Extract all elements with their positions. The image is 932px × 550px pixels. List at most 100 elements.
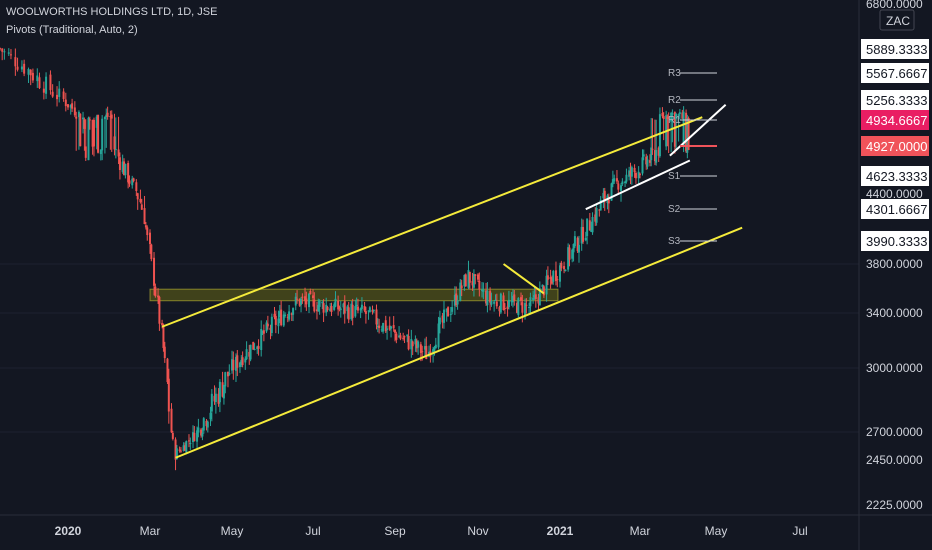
candle-body: [398, 335, 401, 338]
candle-body: [472, 274, 475, 288]
candle-body: [58, 88, 61, 97]
candle-body: [321, 302, 324, 304]
candle-body: [236, 355, 239, 368]
candle-body: [200, 429, 203, 436]
candle-body: [31, 72, 34, 81]
candle-body: [67, 104, 69, 108]
candle-body: [489, 290, 492, 303]
pivot-label: R3: [668, 68, 681, 79]
candle-body: [677, 114, 680, 116]
candle-body: [447, 307, 450, 317]
candle-body: [671, 113, 674, 115]
candle-body: [650, 147, 653, 161]
candle-body: [253, 348, 256, 350]
candle-body: [545, 275, 548, 295]
candle-body: [670, 112, 673, 122]
candle-body: [347, 307, 350, 320]
candle-body: [114, 149, 117, 151]
candle-body: [269, 327, 272, 331]
candle-body: [432, 349, 435, 354]
candle-body: [189, 442, 192, 444]
candle-body: [329, 308, 332, 312]
candle-body: [549, 277, 552, 280]
time-tick-label: Mar: [630, 524, 651, 538]
candle-body: [20, 66, 23, 70]
candle-body: [384, 320, 387, 332]
candle-body: [79, 113, 82, 147]
candle-body: [16, 66, 19, 70]
candle-body: [241, 357, 244, 365]
candle-body: [103, 117, 106, 120]
candle-body: [337, 300, 340, 310]
candle-body: [14, 57, 17, 67]
candle-body: [135, 182, 138, 192]
candle-body: [0, 48, 1, 50]
candle-body: [300, 298, 303, 305]
candle-body: [594, 214, 597, 222]
candle-body: [528, 306, 531, 308]
candle-body: [106, 112, 109, 117]
candle-body: [45, 76, 48, 94]
candle-body: [421, 351, 424, 353]
candle-body: [202, 418, 205, 431]
candle-body: [265, 322, 268, 332]
candle-body: [325, 304, 328, 313]
price-box-label: 4934.6667: [866, 113, 927, 128]
candle-body: [3, 51, 6, 53]
time-tick-label: Nov: [467, 524, 488, 538]
candle-body: [376, 325, 379, 328]
candle-body: [221, 382, 224, 397]
candle-body: [395, 333, 398, 340]
price-tick-label: 3000.0000: [866, 361, 923, 375]
candle-body: [582, 227, 585, 242]
support-zone-rect: [149, 288, 559, 302]
candle-body: [423, 346, 426, 350]
candle-body: [478, 281, 481, 290]
candle-body: [88, 119, 91, 121]
price-axis[interactable]: 6800.0000 4400.0000 3800.0000 3400.0000 3000…: [861, 0, 929, 512]
candle-body: [532, 297, 535, 300]
candle-body: [91, 119, 94, 147]
candle-body: [161, 323, 164, 326]
candle-body: [546, 275, 549, 280]
candle-body: [533, 295, 536, 298]
candle-body: [42, 88, 45, 93]
candle-body: [318, 300, 321, 307]
candle-body: [624, 181, 627, 184]
price-box: [861, 63, 929, 83]
candle-body: [477, 274, 479, 280]
candle-body: [136, 193, 139, 200]
price-box-label: 4927.0000: [866, 139, 927, 154]
indicator-label[interactable]: Pivots (Traditional, Auto, 2): [6, 24, 138, 36]
candle-body: [360, 304, 363, 309]
candle-body: [455, 293, 458, 305]
candle-body: [201, 433, 204, 437]
time-axis[interactable]: 2020 Mar May Jul Sep Nov 2021 Mar May Jul: [55, 524, 808, 538]
candle-body: [273, 313, 276, 318]
candle-body: [109, 116, 112, 118]
candle-body: [153, 257, 156, 286]
candle-body: [617, 183, 620, 190]
candle-body: [274, 315, 277, 325]
candle-body: [175, 448, 178, 460]
price-tick-label: 3400.0000: [866, 306, 923, 320]
currency-box[interactable]: [879, 9, 915, 31]
candle-body: [658, 114, 661, 157]
candle-body: [127, 162, 130, 183]
candle-body: [615, 178, 618, 182]
candle-body: [437, 323, 440, 348]
candle-body: [252, 341, 255, 350]
candle-body: [262, 330, 265, 334]
candle-body: [602, 192, 605, 199]
candle-body: [554, 270, 557, 282]
candle-body: [464, 274, 467, 287]
candle-body: [651, 148, 654, 150]
candle-body: [192, 432, 195, 443]
candle-body: [541, 284, 544, 287]
candle-body: [167, 378, 170, 412]
candle-body: [234, 356, 237, 371]
candle-body: [27, 68, 30, 75]
candle-body: [571, 249, 574, 259]
symbol-title[interactable]: WOOLWORTHS HOLDINGS LTD, 1D, JSE: [6, 6, 218, 18]
